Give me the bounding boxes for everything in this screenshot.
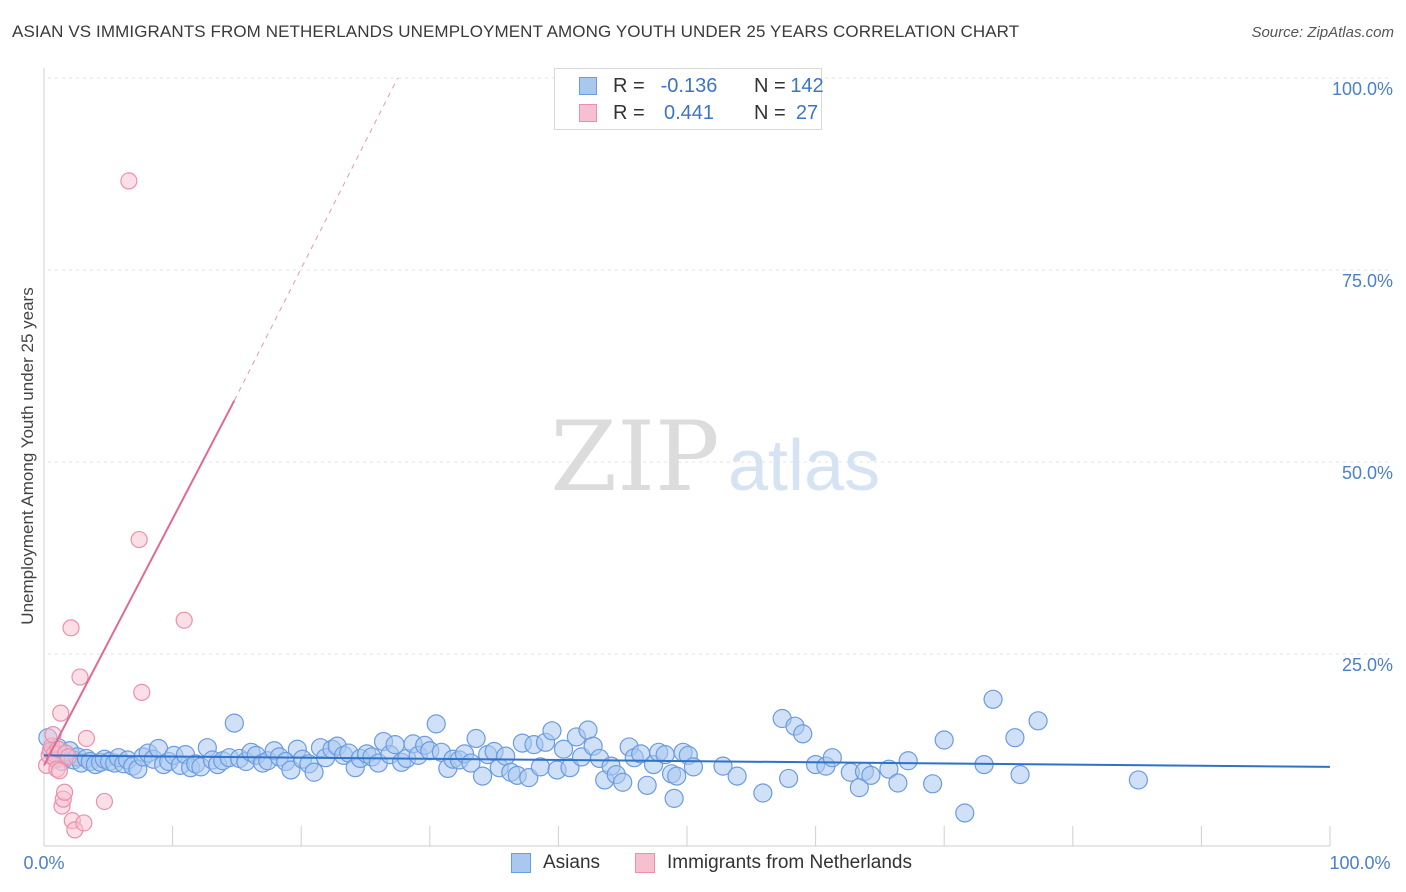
asian-point <box>613 772 633 792</box>
asian-point <box>683 757 704 777</box>
gridlines <box>48 77 1392 655</box>
watermark-atlas: atlas <box>728 426 880 506</box>
x-tick-label: 100.0% <box>1329 853 1390 873</box>
legend-swatch-netherlands <box>579 104 597 122</box>
legend-swatch-asians <box>511 853 531 873</box>
netherlands-point <box>95 792 114 811</box>
legend-r-label: R = <box>613 75 645 97</box>
asian-point <box>793 724 813 744</box>
netherlands-point <box>44 726 62 744</box>
asian-point <box>304 762 324 782</box>
y-tick-label: 75.0% <box>1342 271 1393 291</box>
legend-r-value: 0.441 <box>663 102 715 124</box>
legend-n-label: N = <box>754 102 786 124</box>
legend-swatch-netherlands <box>635 853 655 873</box>
y-tick-label: 50.0% <box>1342 463 1393 483</box>
asian-point <box>1028 711 1048 731</box>
legend-n-label: N = <box>754 75 786 97</box>
netherlands-trendline <box>43 400 236 766</box>
asian-point <box>861 765 881 785</box>
watermark: ZIP atlas <box>550 401 880 513</box>
asian-point <box>472 766 493 786</box>
netherlands-point <box>77 729 96 748</box>
watermark-zip: ZIP <box>550 401 719 513</box>
legend-label-asians: Asians <box>543 852 601 873</box>
asian-point <box>667 766 687 786</box>
netherlands-points <box>37 172 193 839</box>
asian-point <box>888 773 908 793</box>
netherlands-point <box>55 783 74 801</box>
asian-point <box>553 739 574 759</box>
asians-trendline <box>43 754 1331 768</box>
legend-swatch-asians <box>579 77 597 95</box>
netherlands-trendline-extension <box>233 77 399 401</box>
x-tick-label: 0.0% <box>23 853 64 873</box>
asian-point <box>778 768 799 789</box>
correlation-legend: R = -0.136 N = 142 R = 0.441 N = 27 <box>554 68 824 130</box>
netherlands-point <box>175 611 193 629</box>
legend-r-label: R = <box>613 102 645 124</box>
axes <box>43 68 1331 847</box>
asian-point <box>578 720 598 740</box>
asian-point <box>727 766 747 786</box>
asian-point <box>923 774 943 794</box>
netherlands-point <box>50 762 69 780</box>
netherlands-point <box>62 619 80 637</box>
asian-point <box>898 751 918 771</box>
asian-point <box>1010 764 1030 785</box>
netherlands-point <box>52 704 70 722</box>
asian-point <box>822 748 842 768</box>
asian-point <box>542 721 562 741</box>
asian-point <box>1005 728 1025 748</box>
legend-n-value: 27 <box>795 102 819 124</box>
netherlands-point <box>75 814 93 832</box>
y-tick-label: 25.0% <box>1342 655 1393 675</box>
legend-n-value: 142 <box>790 75 824 97</box>
netherlands-point <box>120 172 138 190</box>
asian-point <box>426 714 446 734</box>
asian-point <box>955 803 975 823</box>
asian-point <box>753 783 773 803</box>
chart-title: ASIAN VS IMMIGRANTS FROM NETHERLANDS UNE… <box>12 22 1020 41</box>
asian-point <box>466 728 486 749</box>
asian-point <box>496 746 516 766</box>
asian-point <box>983 689 1003 709</box>
netherlands-point <box>59 748 78 766</box>
y-tick-label: 100.0% <box>1332 79 1393 99</box>
source-label: Source: ZipAtlas.com <box>1251 24 1394 41</box>
asian-point <box>637 775 657 795</box>
asian-point <box>664 788 684 808</box>
tick-labels: 25.0% 50.0% 75.0% 100.0% 0.0% 100.0% <box>23 79 1393 873</box>
netherlands-point <box>71 668 89 686</box>
asian-point <box>879 759 899 779</box>
netherlands-point <box>130 530 148 549</box>
asian-point <box>934 730 954 750</box>
legend-label-netherlands: Immigrants from Netherlands <box>667 852 912 873</box>
asian-point <box>224 713 244 733</box>
asian-point <box>1128 770 1148 790</box>
legend-r-value: -0.136 <box>660 75 718 97</box>
netherlands-point <box>133 683 151 702</box>
trendlines <box>43 77 1331 768</box>
